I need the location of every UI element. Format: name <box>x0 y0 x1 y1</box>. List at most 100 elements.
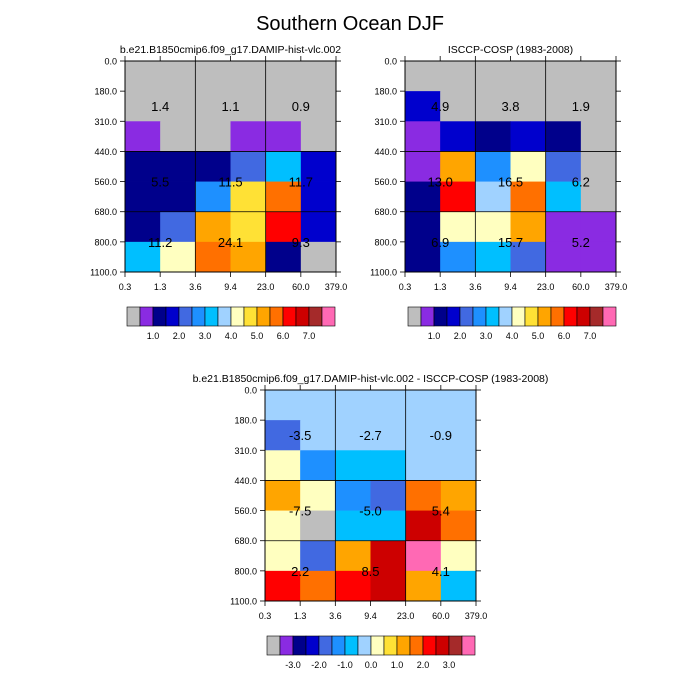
box-value-label: 5.5 <box>151 175 169 190</box>
box-value-label: 9.3 <box>292 235 310 250</box>
box-value-label: 13.0 <box>428 175 453 190</box>
colorbar-swatch <box>435 635 450 656</box>
colorbar-label: 1.0 <box>428 331 441 341</box>
colorbar-swatch <box>485 306 500 327</box>
box-value-label: 11.2 <box>148 235 172 250</box>
heatmap-cell <box>265 480 301 511</box>
colorbar-label: 5.0 <box>532 331 545 341</box>
heatmap-cell <box>195 121 231 152</box>
colorbar-swatch <box>269 306 284 327</box>
heatmap-cell <box>160 151 196 182</box>
heatmap-cell <box>475 121 511 152</box>
heatmap-cell <box>370 450 407 481</box>
heatmap-cell <box>440 91 476 122</box>
y-tick-label: 1100.0 <box>230 597 257 607</box>
heatmap-cell <box>335 420 371 451</box>
colorbar-swatch <box>589 306 604 327</box>
heatmap-cell <box>300 121 337 152</box>
box-value-label: 1.1 <box>221 99 239 114</box>
heatmap-cell <box>370 390 407 421</box>
heatmap-cell <box>265 121 302 152</box>
colorbar-swatch <box>165 306 180 327</box>
colorbar-swatch <box>318 635 333 656</box>
heatmap-cell <box>580 151 617 182</box>
x-tick-label: 60.0 <box>432 611 450 621</box>
heatmap-cell <box>545 151 582 182</box>
x-tick-label: 23.0 <box>257 282 275 292</box>
colorbar-swatch <box>308 306 323 327</box>
heatmap-cell <box>405 211 441 243</box>
colorbar-swatch <box>461 635 476 656</box>
heatmap-cell <box>370 420 407 451</box>
heatmap-cell <box>405 241 441 273</box>
colorbar-label: 4.0 <box>225 331 238 341</box>
colorbar-label: -2.0 <box>311 660 327 670</box>
box-value-label: 3.8 <box>501 99 519 114</box>
colorbar-label: 0.0 <box>365 660 378 670</box>
heatmap-cell <box>580 211 617 243</box>
colorbar-swatch <box>448 635 463 656</box>
y-tick-label: 0.0 <box>384 57 397 67</box>
heatmap-cell <box>125 181 161 213</box>
colorbar-label: 4.0 <box>506 331 519 341</box>
y-tick-label: 440.0 <box>374 147 397 157</box>
colorbar-swatch <box>407 306 422 327</box>
heatmap-cell <box>195 151 231 182</box>
heatmap-cell <box>405 61 441 92</box>
box-value-label: -3.5 <box>289 428 311 443</box>
heatmap-cell <box>160 181 196 213</box>
y-tick-label: 800.0 <box>94 237 117 247</box>
heatmap-cell <box>405 450 442 481</box>
heatmap-cell <box>370 540 407 572</box>
heatmap-cell <box>300 390 336 421</box>
colorbar-swatch <box>282 306 297 327</box>
heatmap-cell <box>265 211 302 243</box>
x-tick-label: 23.0 <box>537 282 555 292</box>
heatmap-cell <box>230 121 267 152</box>
heatmap-cell <box>440 390 477 421</box>
heatmap-cell <box>125 151 161 182</box>
heatmap-cell <box>265 91 302 122</box>
y-tick-label: 1100.0 <box>370 268 397 278</box>
heatmap-cell <box>440 241 476 273</box>
colorbar-swatch <box>422 635 437 656</box>
heatmap-cell <box>370 570 407 602</box>
colorbar-3: -3.0 -2.0 -1.0 0.0 1.0 2.0 3.0 <box>266 635 476 670</box>
heatmap-cell <box>475 181 511 213</box>
colorbar-swatch <box>459 306 474 327</box>
heatmap-cell <box>405 420 442 451</box>
heatmap-cell <box>160 241 196 273</box>
heatmap-cell <box>510 151 547 182</box>
box-value-label: -7.5 <box>289 504 311 519</box>
heatmap-cell <box>580 181 617 213</box>
heatmap-cell <box>160 211 196 243</box>
colorbar-label: 1.0 <box>391 660 404 670</box>
colorbar-swatch <box>243 306 258 327</box>
colorbar-label: 6.0 <box>277 331 290 341</box>
colorbar-swatch <box>409 635 424 656</box>
colorbar-swatch <box>511 306 526 327</box>
colorbar-swatch <box>191 306 206 327</box>
panel-title: b.e21.B1850cmip6.f09_g17.DAMIP-hist-vlc.… <box>120 44 341 56</box>
y-tick-label: 680.0 <box>374 207 397 217</box>
colorbar-label: 5.0 <box>251 331 264 341</box>
heatmap-cell <box>335 480 371 511</box>
colorbar-label: 3.0 <box>480 331 493 341</box>
heatmap-cell <box>335 510 371 542</box>
colorbar-swatch <box>305 635 320 656</box>
box-value-label: 8.5 <box>361 564 379 579</box>
heatmap-cell <box>230 211 267 243</box>
heatmap-cell <box>265 570 301 602</box>
colorbar-swatch <box>563 306 578 327</box>
x-tick-label: 0.3 <box>259 611 272 621</box>
x-tick-label: 3.6 <box>469 282 482 292</box>
heatmap-cell <box>230 181 267 213</box>
box-value-label: 16.5 <box>498 175 523 190</box>
heatmap-cell <box>125 211 161 243</box>
heatmap-cell <box>335 390 371 421</box>
heatmap-cell <box>300 61 337 92</box>
colorbar-swatch <box>602 306 617 327</box>
heatmap-cell <box>440 450 477 481</box>
y-tick-label: 800.0 <box>374 237 397 247</box>
